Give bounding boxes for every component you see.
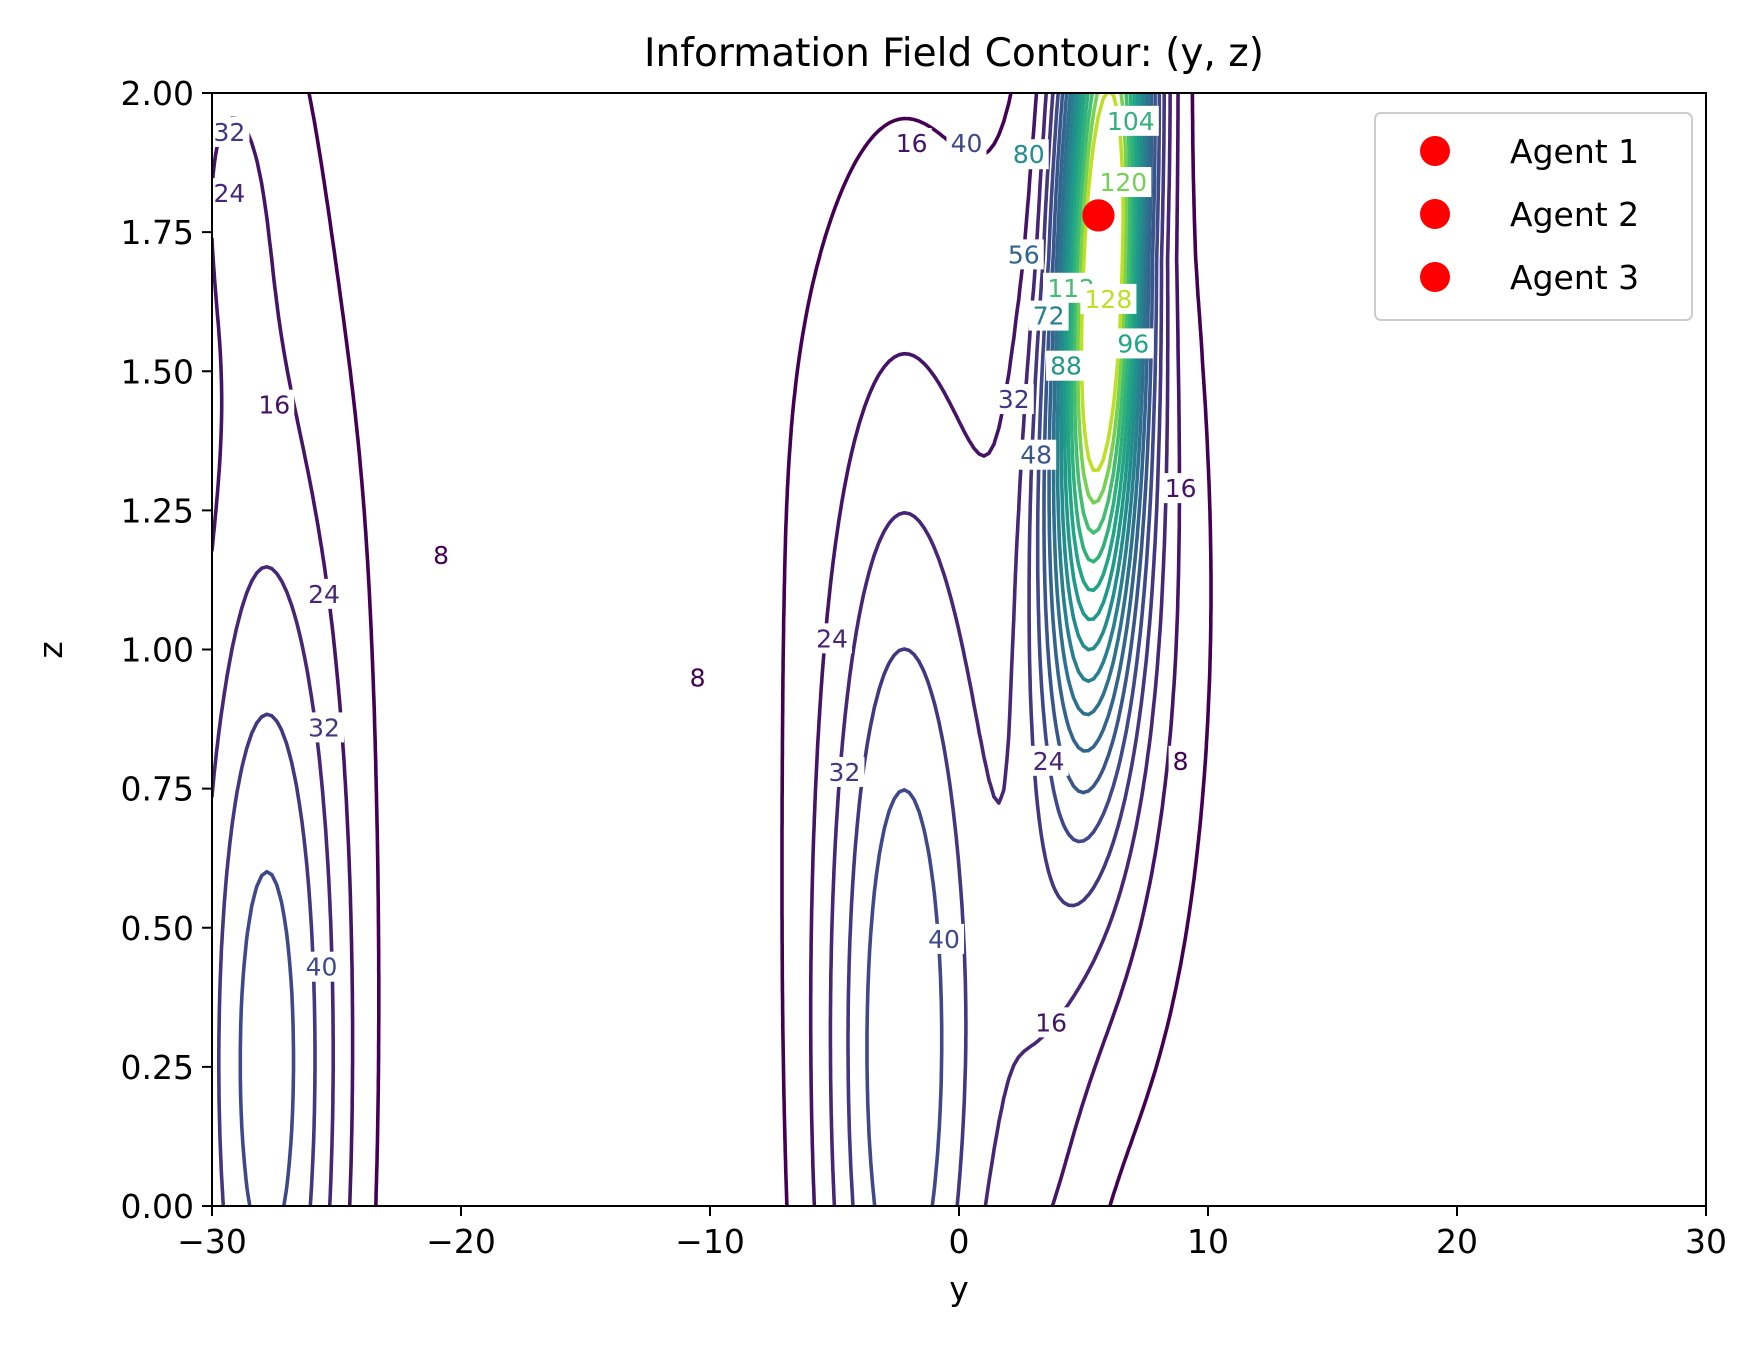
- x-tick-label: −20: [426, 1222, 496, 1261]
- legend-marker: [1420, 262, 1450, 292]
- y-tick-label: 1.25: [121, 491, 194, 530]
- contour-label: 72: [1033, 302, 1065, 331]
- contour-label: 32: [308, 713, 340, 742]
- contour-label-bg: [1160, 473, 1201, 504]
- contour-label: 80: [1013, 140, 1045, 169]
- y-tick-label: 2.00: [121, 74, 194, 113]
- x-tick-label: 30: [1685, 1222, 1727, 1261]
- y-tick-label: 0.25: [121, 1048, 194, 1087]
- contour-label-bg: [209, 178, 250, 209]
- contour-label: 16: [896, 129, 928, 158]
- contour-label-bg: [301, 951, 342, 982]
- y-tick-label: 0.75: [121, 770, 194, 809]
- x-tick-label: −10: [675, 1222, 745, 1261]
- y-axis-ticks: 0.00 0.25 0.50 0.75 1.00 1.25 1.50 1.75 2.00: [121, 74, 212, 1226]
- contour-label-bg: [254, 389, 295, 420]
- legend-marker: [1420, 199, 1450, 229]
- contour-level-96: [1066, 93, 1138, 593]
- chart-title: Information Field Contour: (y, z): [644, 31, 1264, 76]
- x-axis-ticks: −30 −20 −10 0 10 20 30: [177, 1206, 1727, 1261]
- contour-label: 32: [214, 118, 246, 147]
- contour-label-bg: [1113, 328, 1154, 359]
- contour-label-bg: [304, 712, 345, 743]
- agent-markers: [1082, 199, 1115, 232]
- contour-label-bg: [1168, 745, 1193, 776]
- contour-label-bg: [1080, 283, 1137, 314]
- contour-label: 104: [1107, 107, 1155, 136]
- contour-label: 8: [690, 663, 706, 692]
- contour-label-bg: [993, 384, 1034, 415]
- contour-label: 40: [928, 925, 960, 954]
- contour-label-bg: [685, 662, 710, 693]
- contour-label-bg: [1028, 300, 1069, 331]
- contour-level-8: [307, 93, 1213, 1206]
- contour-label-bg: [1008, 139, 1049, 170]
- contour-label-bg: [891, 128, 932, 159]
- legend: Agent 1 Agent 2 Agent 3: [1374, 112, 1693, 321]
- contour-label-bg: [1031, 1007, 1072, 1038]
- y-tick-label: 1.75: [121, 213, 194, 252]
- legend-label: Agent 2: [1510, 195, 1639, 234]
- contour-label-bg: [924, 923, 965, 954]
- contour-label: 32: [998, 385, 1030, 414]
- legend-label: Agent 1: [1510, 132, 1639, 171]
- y-tick-label: 0.50: [121, 909, 194, 948]
- legend-marker: [1420, 136, 1450, 166]
- contour-label: 88: [1050, 352, 1082, 381]
- x-tick-label: −30: [177, 1222, 247, 1261]
- x-tick-label: 20: [1436, 1222, 1478, 1261]
- contour-label-bg: [1095, 167, 1152, 198]
- contour-level-56: [1047, 93, 1154, 753]
- contour-label: 96: [1117, 329, 1149, 358]
- legend-frame: [1374, 112, 1693, 321]
- contour-label-bg: [812, 623, 853, 654]
- contour-label-bg: [1016, 439, 1057, 470]
- y-tick-label: 1.00: [121, 631, 194, 670]
- contour-label-bg: [1028, 745, 1069, 776]
- y-axis-title: z: [31, 641, 70, 658]
- contour-label: 24: [1033, 747, 1065, 776]
- contour-label-bg: [429, 539, 454, 570]
- x-tick-label: 0: [949, 1222, 970, 1261]
- contour-label-bg: [946, 128, 987, 159]
- contour-label-bg: [304, 578, 345, 609]
- contour-label: 128: [1085, 285, 1133, 314]
- contour-label: 40: [951, 129, 983, 158]
- y-tick-label: 1.50: [121, 352, 194, 391]
- x-axis-title: y: [949, 1269, 969, 1308]
- contour-label: 24: [214, 179, 246, 208]
- contour-label-bg: [1046, 350, 1087, 381]
- contour-label: 8: [433, 541, 449, 570]
- contour-label: 120: [1099, 168, 1147, 197]
- contour-label: 16: [1035, 1008, 1067, 1037]
- contour-level-32: [217, 93, 1166, 1206]
- legend-label: Agent 3: [1510, 258, 1639, 297]
- contour-label: 48: [1020, 441, 1052, 470]
- contour-label-bg: [1102, 105, 1159, 136]
- x-tick-label: 10: [1187, 1222, 1229, 1261]
- contour-label: 40: [306, 953, 338, 982]
- contour-level-48: [1042, 93, 1157, 795]
- contour-label: 32: [829, 758, 861, 787]
- contour-label-bg: [824, 756, 865, 787]
- contour-level-72: [1055, 93, 1147, 683]
- contour-label: 24: [308, 580, 340, 609]
- contour-label: 8: [1173, 747, 1189, 776]
- contour-label: 56: [1008, 240, 1040, 269]
- contour-label: 16: [258, 391, 290, 420]
- agent-3-marker: [1082, 199, 1115, 232]
- contour-label: 16: [1165, 474, 1197, 503]
- y-tick-label: 0.00: [121, 1187, 194, 1226]
- contour-label-bg: [209, 116, 250, 147]
- contour-label: 24: [816, 624, 848, 653]
- contour-label-bg: [1003, 239, 1044, 270]
